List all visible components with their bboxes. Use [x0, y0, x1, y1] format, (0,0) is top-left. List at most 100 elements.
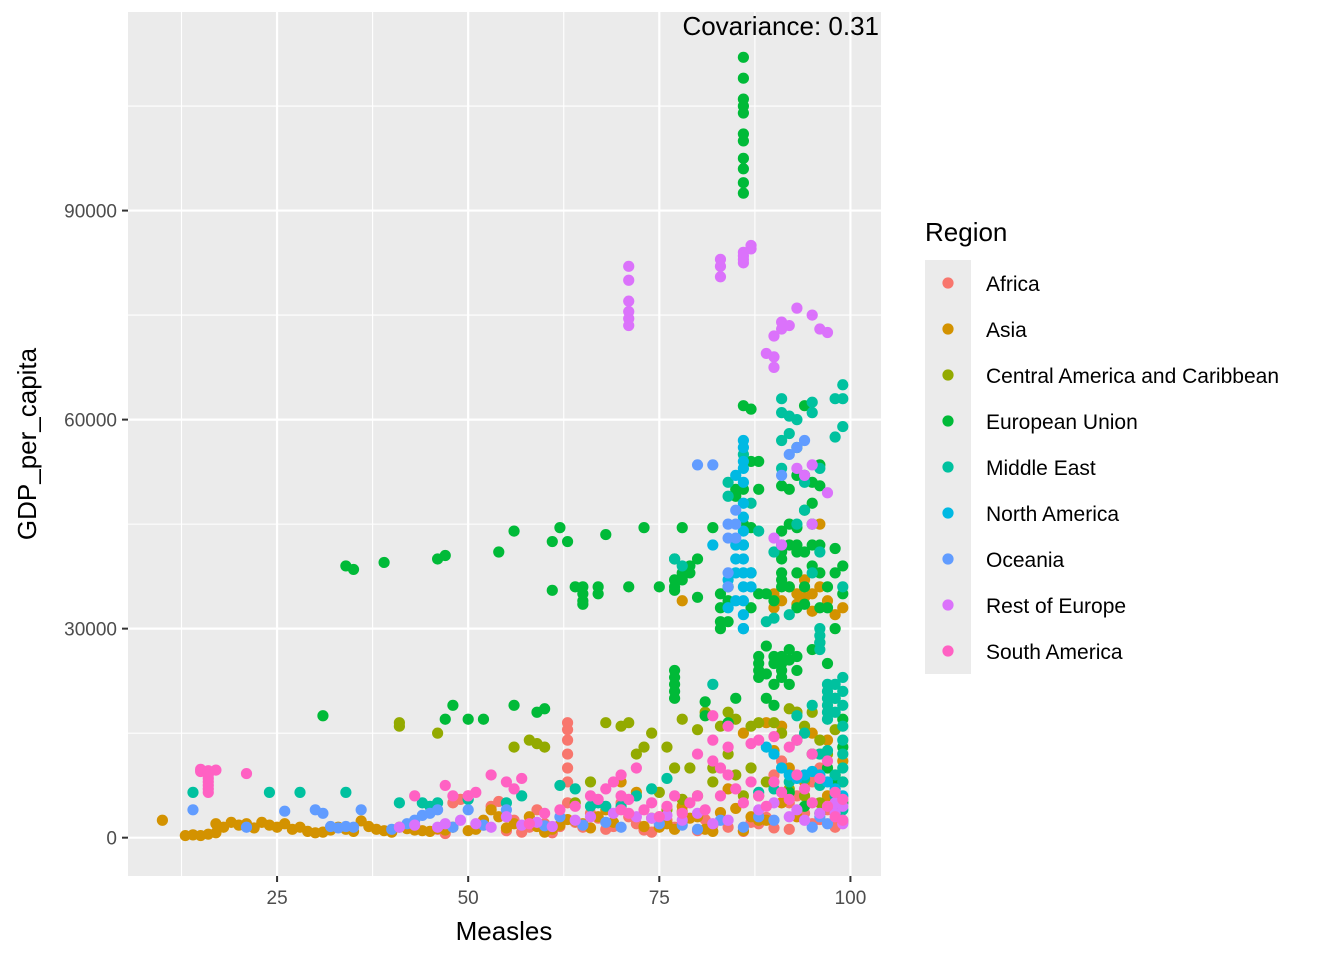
data-point: [607, 776, 620, 788]
data-point: [722, 814, 734, 826]
data-point: [829, 431, 841, 443]
data-point: [829, 678, 841, 690]
data-point: [722, 769, 734, 781]
data-point: [776, 553, 788, 565]
data-point: [737, 187, 749, 199]
data-point: [737, 51, 749, 63]
data-point: [668, 790, 681, 802]
data-point: [561, 748, 574, 760]
data-point: [202, 786, 214, 798]
data-point: [623, 260, 635, 272]
data-point: [638, 741, 650, 753]
data-point: [806, 497, 818, 509]
data-point: [783, 448, 795, 461]
data-point: [806, 518, 818, 530]
data-point: [730, 692, 742, 704]
data-point: [737, 462, 749, 474]
data-point: [821, 326, 834, 339]
data-point: [714, 260, 727, 272]
data-point: [516, 790, 528, 802]
data-point: [737, 93, 749, 105]
data-point: [837, 734, 849, 746]
data-point: [737, 727, 749, 739]
data-point: [737, 623, 749, 635]
data-point: [714, 588, 727, 600]
data-point: [584, 776, 597, 788]
data-point: [791, 650, 803, 663]
data-point: [791, 567, 803, 579]
data-point: [768, 532, 780, 544]
legend-items: Africa Asia Central America and Caribbean E…: [942, 273, 1279, 664]
data-point: [737, 257, 749, 269]
data-point: [623, 581, 635, 593]
legend-label: South America: [986, 641, 1123, 664]
data-point: [760, 692, 772, 704]
data-point: [768, 612, 780, 624]
data-point: [730, 504, 742, 516]
data-point: [837, 720, 849, 732]
data-point: [814, 734, 826, 746]
data-point: [753, 734, 765, 746]
data-point: [814, 480, 826, 492]
data-point: [661, 800, 673, 812]
data-point: [783, 483, 795, 495]
data-point: [806, 699, 818, 711]
data-point: [676, 522, 688, 534]
data-point: [837, 420, 849, 433]
data-point: [638, 522, 650, 534]
data-point: [508, 783, 520, 795]
data-point: [393, 797, 405, 809]
data-point: [600, 528, 612, 541]
data-point: [753, 790, 765, 802]
data-point: [837, 602, 849, 614]
x-tick-label: 100: [835, 888, 867, 909]
data-point: [829, 567, 841, 579]
data-point: [623, 807, 635, 819]
y-tick-label: 60000: [64, 411, 117, 432]
data-point: [791, 734, 803, 746]
data-point: [814, 807, 826, 819]
data-point: [783, 678, 795, 690]
data-points: [156, 51, 849, 842]
data-point: [798, 581, 811, 593]
y-tick-label: 0: [106, 829, 117, 850]
data-point: [623, 295, 635, 307]
data-point: [714, 623, 727, 635]
data-point: [722, 602, 734, 614]
data-point: [768, 546, 780, 558]
data-point: [691, 459, 704, 471]
data-point: [776, 393, 788, 405]
data-point: [447, 699, 459, 711]
data-point: [691, 553, 704, 565]
data-point: [676, 574, 688, 586]
data-point: [837, 393, 849, 405]
data-point: [722, 616, 734, 628]
data-point: [737, 152, 749, 164]
data-point: [439, 818, 451, 830]
data-point: [722, 741, 734, 753]
data-point: [837, 671, 849, 684]
data-point: [714, 806, 727, 819]
data-point: [783, 643, 795, 656]
data-point: [668, 584, 681, 596]
data-point: [798, 546, 811, 558]
data-point: [600, 816, 612, 828]
data-point: [393, 821, 405, 833]
data-point: [821, 744, 834, 757]
data-point: [745, 567, 757, 579]
legend-label: Oceania: [986, 549, 1065, 572]
data-point: [347, 821, 360, 833]
data-point: [699, 696, 711, 708]
data-point: [661, 772, 673, 785]
legend-title: Region: [925, 217, 1007, 247]
data-point: [653, 811, 665, 823]
data-point: [798, 469, 811, 481]
legend-label: Rest of Europe: [986, 595, 1126, 618]
data-point: [768, 361, 780, 373]
data-point: [791, 441, 803, 454]
data-point: [653, 581, 665, 593]
data-point: [737, 525, 749, 537]
data-point: [447, 790, 459, 802]
legend-label: North America: [986, 503, 1119, 526]
